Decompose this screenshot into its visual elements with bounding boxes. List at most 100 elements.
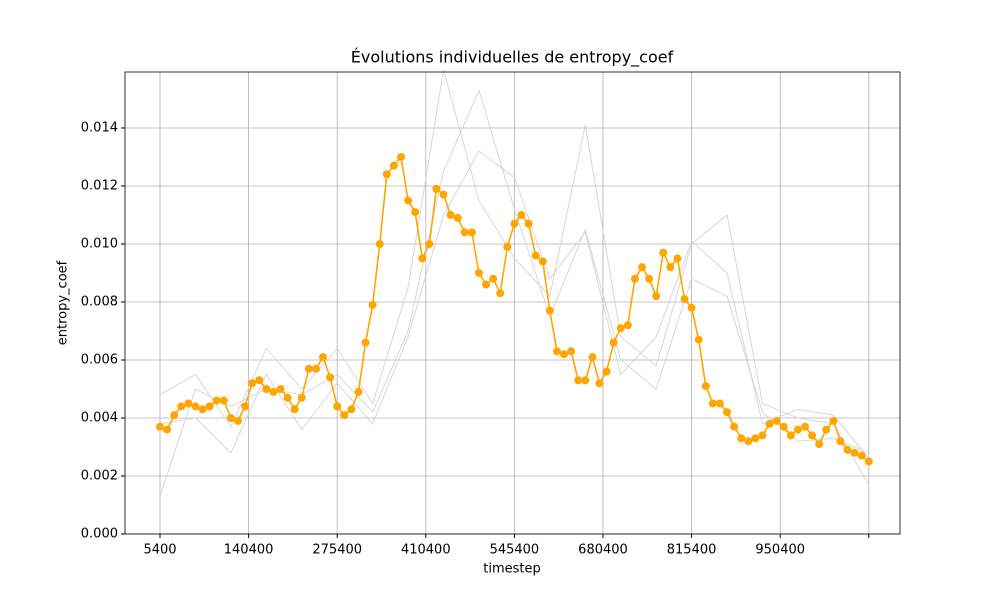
point [786, 431, 795, 440]
point [219, 396, 228, 405]
plot-frame [124, 71, 901, 535]
point [489, 274, 498, 283]
point [801, 422, 810, 431]
point [560, 350, 569, 359]
point [510, 219, 519, 228]
point [609, 338, 618, 347]
point [304, 364, 313, 373]
point [347, 405, 356, 414]
point [474, 268, 483, 277]
point [645, 274, 654, 283]
point [354, 387, 363, 396]
point [411, 208, 420, 217]
point [467, 228, 476, 237]
point [170, 411, 179, 420]
point [793, 425, 802, 434]
point [623, 321, 632, 330]
point [191, 402, 200, 411]
point [815, 440, 824, 449]
point [226, 413, 235, 422]
run-line [159, 69, 870, 485]
x-tick-label: 140400 [224, 543, 274, 558]
point [708, 399, 717, 408]
point [758, 431, 767, 440]
point [630, 274, 639, 283]
point [850, 448, 859, 457]
y-tick-label: 0.004 [81, 410, 118, 425]
point [673, 254, 682, 263]
point [829, 416, 838, 425]
point [843, 445, 852, 454]
point [241, 402, 250, 411]
y-axis-label: entropy_coef [56, 260, 71, 345]
point [737, 434, 746, 443]
point [595, 379, 604, 388]
point [425, 239, 434, 248]
point [482, 280, 491, 289]
point [453, 213, 462, 222]
point [446, 210, 455, 219]
point [538, 257, 547, 266]
point [715, 399, 724, 408]
point [531, 251, 540, 260]
point [864, 457, 873, 466]
point [319, 353, 328, 362]
point [652, 292, 661, 301]
point [694, 335, 703, 344]
point [723, 408, 732, 417]
point [460, 228, 469, 237]
point [184, 399, 193, 408]
x-tick-label: 275400 [312, 543, 362, 558]
point [233, 416, 242, 425]
point [375, 239, 384, 248]
point [822, 425, 831, 434]
point [418, 254, 427, 263]
point [156, 422, 165, 431]
point [552, 347, 561, 356]
point [808, 431, 817, 440]
x-tick-label: 545400 [490, 543, 540, 558]
point [857, 451, 866, 460]
point [326, 373, 335, 382]
point [255, 376, 264, 385]
grid [125, 72, 900, 535]
x-tick-label: 5400 [143, 543, 176, 558]
point [779, 422, 788, 431]
point [751, 434, 760, 443]
y-tick-label: 0.000 [81, 527, 118, 542]
point [574, 376, 583, 385]
point [368, 300, 377, 309]
point [382, 170, 391, 179]
point [659, 248, 668, 257]
point [581, 376, 590, 385]
point [545, 306, 554, 315]
x-tick-label: 680400 [578, 543, 628, 558]
point [432, 184, 441, 193]
y-tick-label: 0.002 [81, 468, 118, 483]
y-tick-label: 0.010 [81, 236, 118, 251]
point [361, 338, 370, 347]
point [765, 419, 774, 428]
point [333, 402, 342, 411]
point [198, 405, 207, 414]
point [269, 387, 278, 396]
point [283, 393, 292, 402]
point [177, 402, 186, 411]
point [503, 242, 512, 251]
point [290, 405, 299, 414]
point [439, 190, 448, 199]
point [680, 295, 689, 304]
point [524, 219, 533, 228]
y-tick-label: 0.012 [81, 178, 118, 193]
x-tick-label: 815400 [667, 543, 717, 558]
x-tick-label: 950400 [755, 543, 805, 558]
point [311, 364, 320, 373]
point [836, 437, 845, 446]
point [276, 384, 285, 393]
y-tick-label: 0.014 [81, 120, 118, 135]
point [567, 347, 576, 356]
point [637, 263, 646, 272]
point [248, 379, 257, 388]
run-line [159, 150, 870, 459]
